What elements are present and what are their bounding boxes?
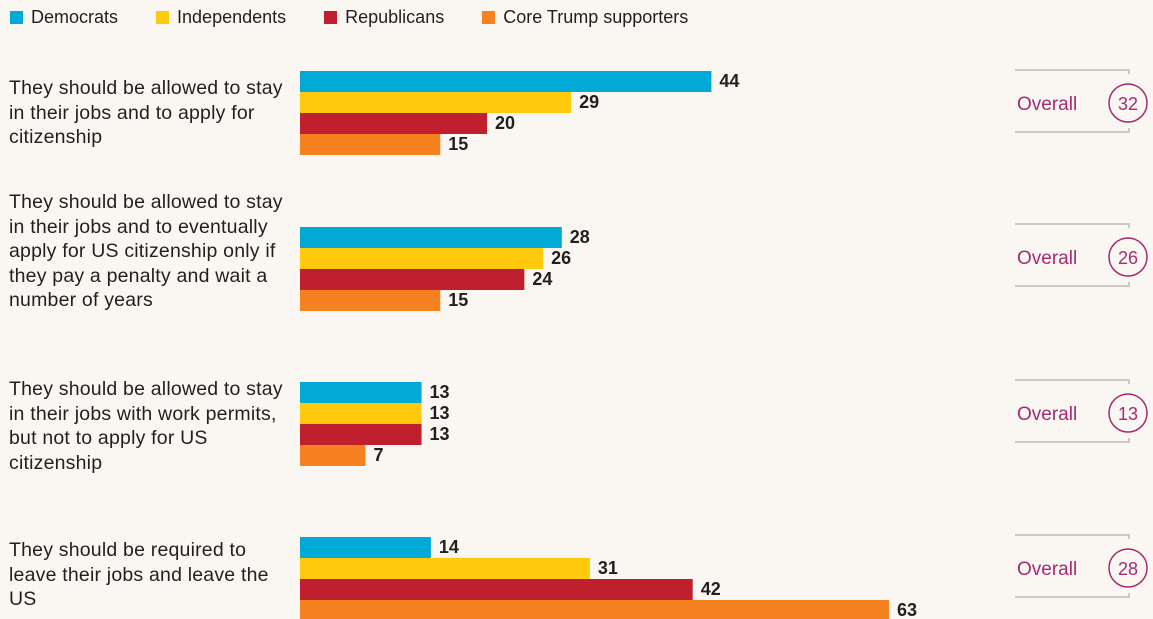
bar-3-independents bbox=[300, 403, 422, 424]
overall-bracket-2 bbox=[1015, 223, 1130, 287]
bar-3-core-trump-supporters bbox=[300, 445, 366, 466]
overall-bracket-1 bbox=[1015, 69, 1130, 133]
bar-value-3-independents: 13 bbox=[430, 403, 450, 423]
bar-value-2-independents: 26 bbox=[551, 248, 571, 268]
overall-label-1: Overall bbox=[1017, 94, 1077, 115]
bar-2-republicans bbox=[300, 269, 525, 290]
overall-label-2: Overall bbox=[1017, 248, 1077, 269]
legend-label-democrats: Democrats bbox=[31, 6, 119, 27]
bar-1-independents bbox=[300, 92, 572, 113]
bar-value-2-democrats: 28 bbox=[570, 227, 590, 247]
category-label-4: They should be required to leave their j… bbox=[9, 539, 269, 610]
overall-circle-3 bbox=[1108, 393, 1148, 433]
chart-legend: Democrats Independents Republicans Core … bbox=[10, 5, 726, 29]
overall-value-4: 28 bbox=[1118, 559, 1138, 579]
category-label-3: They should be allowed to stay in their … bbox=[9, 378, 283, 474]
bar-value-4-core-trump-supporters: 63 bbox=[897, 600, 917, 619]
overall-bracket-4 bbox=[1015, 534, 1130, 598]
category-label-1: They should be allowed to stay in their … bbox=[9, 77, 283, 148]
overall-circle-4 bbox=[1108, 548, 1148, 588]
bar-value-1-republicans: 20 bbox=[495, 113, 515, 133]
legend-item-democrats: Democrats bbox=[10, 7, 118, 28]
overall-label-3: Overall bbox=[1017, 404, 1077, 425]
bar-value-3-republicans: 13 bbox=[430, 424, 450, 444]
legend-item-independents: Independents bbox=[156, 7, 286, 28]
bar-value-1-democrats: 44 bbox=[719, 71, 739, 91]
overall-circle-1 bbox=[1108, 83, 1148, 123]
overall-label-4: Overall bbox=[1017, 559, 1077, 580]
legend-label-independents: Independents bbox=[177, 6, 287, 27]
bar-2-independents bbox=[300, 248, 544, 269]
legend-item-core-trump: Core Trump supporters bbox=[482, 7, 688, 28]
bar-3-republicans bbox=[300, 424, 422, 445]
category-label-2: They should be allowed to stay in their … bbox=[9, 191, 283, 311]
bar-1-core-trump-supporters bbox=[300, 134, 441, 155]
legend-swatch-republicans bbox=[324, 10, 338, 24]
bar-4-independents bbox=[300, 558, 590, 579]
bar-4-republicans bbox=[300, 579, 693, 600]
legend-label-republicans: Republicans bbox=[345, 6, 445, 27]
bar-1-democrats bbox=[300, 71, 712, 92]
bar-value-4-republicans: 42 bbox=[701, 579, 721, 599]
overall-value-3: 13 bbox=[1118, 404, 1138, 424]
bar-4-core-trump-supporters bbox=[300, 600, 890, 619]
bar-2-core-trump-supporters bbox=[300, 290, 441, 311]
bar-value-4-independents: 31 bbox=[598, 558, 618, 578]
bar-value-2-core-trump-supporters: 15 bbox=[448, 290, 468, 310]
bar-value-3-democrats: 13 bbox=[430, 382, 450, 402]
bar-value-1-independents: 29 bbox=[579, 92, 599, 112]
overall-bracket-3 bbox=[1015, 379, 1130, 443]
overall-value-2: 26 bbox=[1118, 248, 1138, 268]
legend-label-core-trump: Core Trump supporters bbox=[503, 6, 689, 27]
bar-2-democrats bbox=[300, 227, 562, 248]
bar-3-democrats bbox=[300, 382, 422, 403]
bar-value-4-democrats: 14 bbox=[439, 537, 459, 557]
bar-value-2-republicans: 24 bbox=[532, 269, 552, 289]
bar-1-republicans bbox=[300, 113, 487, 134]
legend-swatch-independents bbox=[156, 10, 170, 24]
bar-value-3-core-trump-supporters: 7 bbox=[373, 445, 383, 465]
legend-swatch-democrats bbox=[10, 10, 23, 24]
overall-value-1: 32 bbox=[1118, 94, 1138, 114]
bar-value-1-core-trump-supporters: 15 bbox=[448, 134, 468, 154]
bar-4-democrats bbox=[300, 537, 431, 558]
legend-swatch-core-trump bbox=[482, 10, 496, 24]
overall-circle-2 bbox=[1108, 237, 1148, 277]
legend-item-republicans: Republicans bbox=[324, 7, 444, 28]
